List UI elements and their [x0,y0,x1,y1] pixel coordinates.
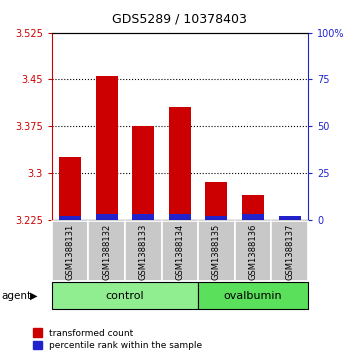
Bar [125,221,161,281]
Bar [161,221,198,281]
Text: GSM1388134: GSM1388134 [175,223,184,280]
Text: ▶: ▶ [30,291,38,301]
Bar [235,221,271,281]
Text: GSM1388132: GSM1388132 [102,223,111,280]
Text: GDS5289 / 10378403: GDS5289 / 10378403 [112,13,246,26]
Bar [279,216,301,220]
Text: control: control [106,291,144,301]
Bar [198,221,235,281]
Text: agent: agent [2,291,32,301]
Bar [198,282,308,309]
Bar [59,216,81,220]
Text: GSM1388131: GSM1388131 [66,223,75,280]
Bar [205,182,227,220]
Bar [271,221,308,281]
Bar [96,76,118,220]
Text: GSM1388136: GSM1388136 [248,223,257,280]
Bar [205,216,227,220]
Bar [59,157,81,220]
Text: ovalbumin: ovalbumin [224,291,282,301]
Bar [52,282,198,309]
Text: GSM1388135: GSM1388135 [212,223,221,280]
Text: GSM1388137: GSM1388137 [285,223,294,280]
Bar [52,221,88,281]
Bar [169,107,191,220]
Bar [96,214,118,220]
Bar [242,195,264,220]
Legend: transformed count, percentile rank within the sample: transformed count, percentile rank withi… [33,329,203,350]
Bar [132,126,154,220]
Text: GSM1388133: GSM1388133 [139,223,148,280]
Bar [169,214,191,220]
Bar [242,214,264,220]
Bar [132,214,154,220]
Bar [88,221,125,281]
